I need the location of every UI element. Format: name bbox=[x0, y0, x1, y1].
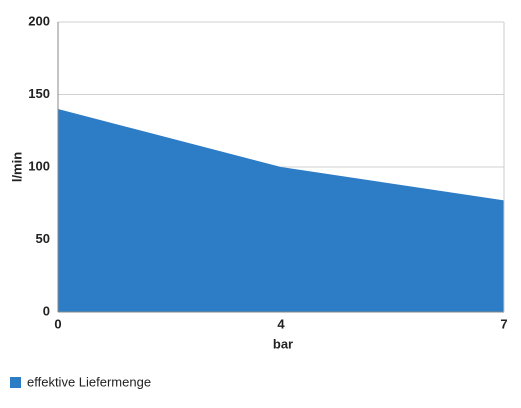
y-tick-label: 50 bbox=[36, 231, 50, 246]
x-axis-label: bar bbox=[273, 336, 293, 351]
y-tick-label: 150 bbox=[28, 86, 50, 101]
y-tick-label: 100 bbox=[28, 158, 50, 173]
y-tick-label: 0 bbox=[43, 303, 50, 318]
x-tick-label: 7 bbox=[500, 316, 507, 331]
area bbox=[58, 109, 504, 312]
y-axis-label: l/min bbox=[9, 152, 24, 182]
legend-swatch bbox=[10, 377, 21, 388]
x-tick-label: 0 bbox=[54, 316, 61, 331]
legend-label: effektive Liefermenge bbox=[27, 374, 151, 389]
x-tick-label: 4 bbox=[277, 316, 285, 331]
y-tick-label: 200 bbox=[28, 13, 50, 28]
